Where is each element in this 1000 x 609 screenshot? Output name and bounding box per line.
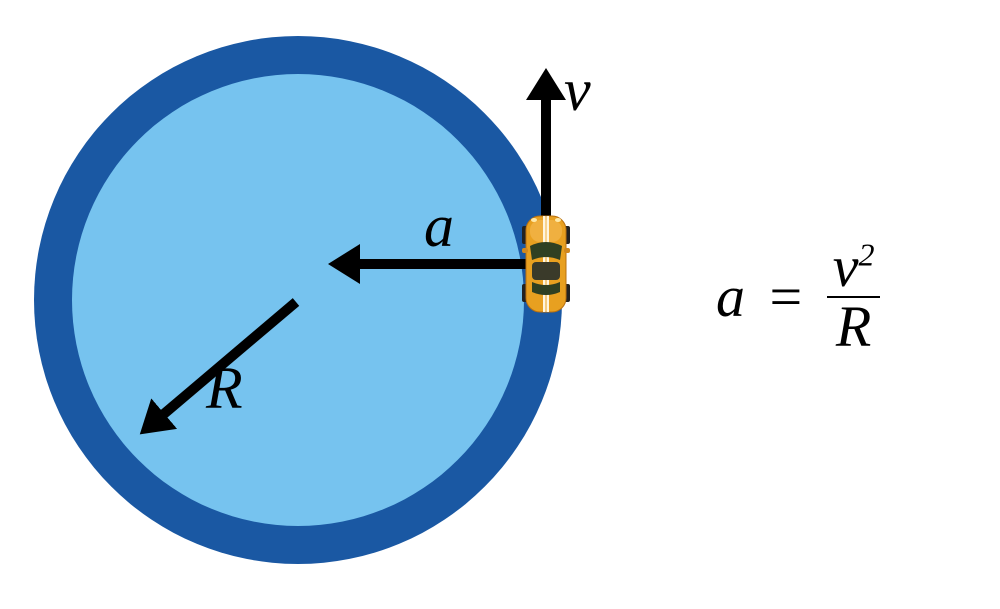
- formula-numerator-base: v: [833, 234, 859, 299]
- radius-label: R: [206, 354, 243, 423]
- formula: a = v2 R: [716, 238, 880, 356]
- formula-fraction: v2 R: [827, 238, 881, 356]
- formula-lhs: a: [716, 264, 745, 329]
- acceleration-label: a: [424, 192, 454, 261]
- formula-eq: =: [770, 264, 803, 329]
- car-icon: [520, 212, 572, 316]
- formula-numerator-sup: 2: [858, 237, 874, 273]
- velocity-label: v: [564, 56, 591, 125]
- formula-denominator: R: [827, 298, 881, 356]
